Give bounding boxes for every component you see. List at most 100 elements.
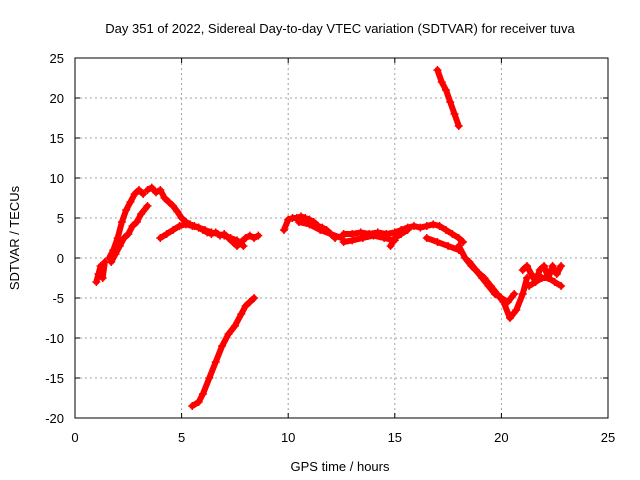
data-point	[409, 222, 418, 230]
data-point	[160, 194, 169, 202]
data-point	[491, 290, 500, 298]
data-point	[115, 242, 124, 250]
data-point	[522, 262, 531, 270]
data-point	[194, 398, 203, 406]
y-tick-label: -10	[45, 331, 64, 346]
data-point	[503, 298, 512, 306]
data-point	[403, 226, 412, 234]
data-point	[245, 231, 254, 240]
data-point	[448, 230, 457, 238]
data-point	[201, 226, 210, 234]
x-tick-label: 10	[281, 430, 295, 445]
data-point	[241, 302, 250, 310]
data-point	[548, 262, 557, 270]
data-point	[188, 222, 197, 230]
data-point	[454, 122, 463, 130]
data-point	[461, 254, 470, 262]
data-point	[550, 278, 559, 286]
data-point	[390, 234, 399, 242]
data-point	[241, 234, 250, 242]
data-point	[484, 282, 493, 290]
data-point	[239, 242, 248, 250]
data-point	[143, 202, 152, 210]
y-tick-label: -5	[52, 291, 64, 306]
data-point	[544, 274, 553, 282]
data-point	[126, 198, 135, 206]
data-point	[279, 226, 288, 234]
data-point	[92, 278, 101, 286]
data-point	[139, 190, 148, 198]
data-point	[224, 330, 233, 338]
data-point	[316, 226, 325, 234]
data-point	[169, 202, 178, 210]
data-point	[143, 186, 152, 194]
data-point	[531, 278, 540, 286]
data-point	[435, 222, 444, 230]
y-tick-label: 5	[57, 211, 64, 226]
y-tick-label: -20	[45, 411, 64, 426]
data-point	[365, 230, 374, 238]
data-point	[433, 238, 442, 246]
y-axis-label: SDTVAR / TECUs	[7, 185, 22, 290]
data-point	[522, 274, 531, 282]
data-point	[162, 230, 171, 238]
data-point	[220, 231, 229, 240]
y-tick-labels: -20 -15 -10 -5 0 5 10 15 20 25	[45, 51, 64, 426]
data-point	[117, 218, 126, 226]
data-point	[358, 234, 367, 242]
data-point	[152, 188, 161, 197]
data-point	[233, 236, 242, 245]
data-point	[250, 294, 259, 302]
x-tick-label: 25	[601, 430, 615, 445]
data-point	[175, 222, 184, 230]
data-point	[518, 290, 527, 298]
data-point	[422, 234, 431, 242]
data-point	[422, 222, 431, 230]
data-point	[120, 234, 129, 242]
y-tick-label: 25	[50, 51, 64, 66]
data-point	[339, 230, 348, 238]
data-point	[497, 294, 506, 302]
data-point	[237, 310, 246, 318]
data-point	[478, 274, 487, 282]
data-point	[134, 186, 143, 194]
data-point	[441, 226, 450, 234]
y-tick-label: 15	[50, 131, 64, 146]
data-point	[518, 266, 527, 274]
series-trace-arc-16	[519, 263, 565, 285]
data-point	[156, 234, 165, 242]
x-tick-label: 20	[494, 430, 508, 445]
data-point	[437, 78, 446, 86]
data-point	[130, 190, 139, 198]
axis-ticks	[74, 57, 609, 419]
y-tick-label: 0	[57, 251, 64, 266]
data-point	[124, 230, 133, 238]
data-point	[535, 266, 544, 274]
data-point	[465, 258, 474, 266]
data-point	[373, 228, 382, 237]
data-point	[296, 212, 305, 221]
data-point	[386, 242, 395, 250]
data-point	[454, 234, 463, 242]
data-point	[471, 266, 480, 274]
data-point	[169, 226, 178, 234]
data-point	[205, 374, 214, 382]
data-point	[207, 228, 216, 237]
plot-frame	[74, 57, 609, 419]
data-point	[250, 234, 259, 242]
data-point	[326, 230, 335, 238]
data-point	[505, 314, 514, 322]
data-point	[454, 242, 463, 250]
data-point	[552, 270, 561, 278]
data-point	[348, 236, 357, 245]
series-trace-arc-11	[387, 227, 411, 249]
data-point	[173, 207, 182, 216]
data-point	[132, 218, 141, 226]
data-point	[98, 274, 107, 282]
data-point	[459, 238, 468, 246]
data-point	[111, 250, 120, 258]
data-point	[294, 218, 303, 226]
data-point	[429, 220, 438, 229]
data-point	[512, 306, 521, 314]
